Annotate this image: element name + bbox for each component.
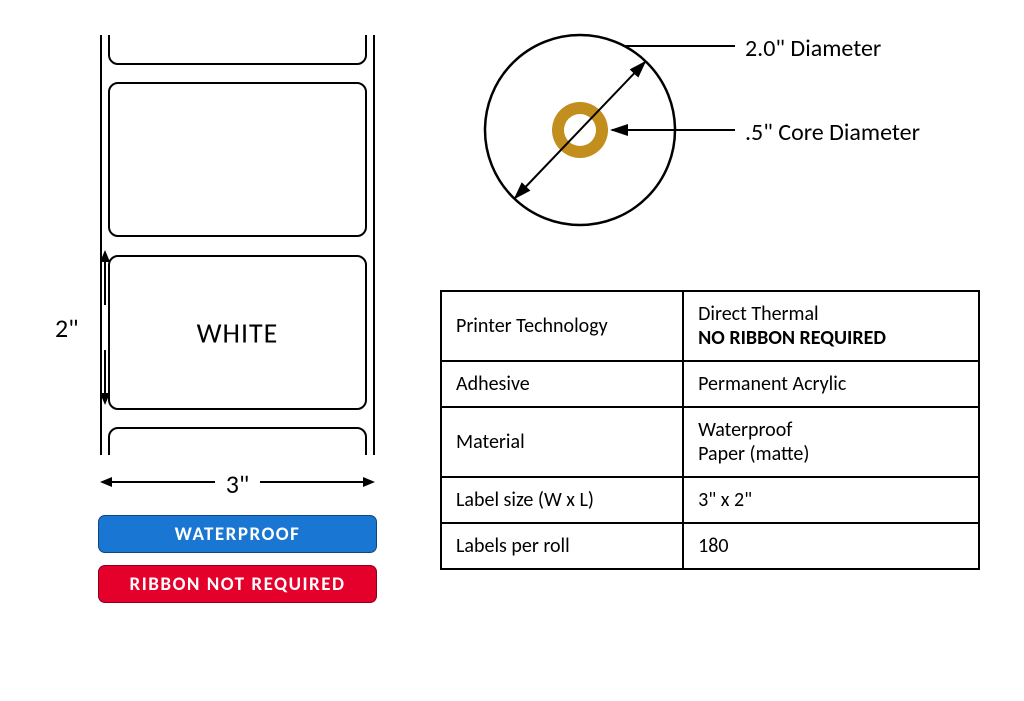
roll-diagram: 2.0" Diameter .5" Core Diameter — [470, 20, 990, 240]
spec-key: Labels per roll — [441, 523, 683, 569]
spec-key: Adhesive — [441, 361, 683, 407]
badge-waterproof: WATERPROOF — [98, 515, 377, 553]
table-row: Material Waterproof Paper (matte) — [441, 407, 979, 477]
spec-val: 180 — [683, 523, 979, 569]
width-value: 3" — [218, 468, 258, 500]
label-rect-middle — [108, 82, 367, 237]
spec-val: Permanent Acrylic — [683, 361, 979, 407]
spec-key: Material — [441, 407, 683, 477]
table-row: Printer Technology Direct Thermal NO RIB… — [441, 291, 979, 361]
badge-ribbon-text: RIBBON NOT REQUIRED — [130, 573, 346, 596]
width-dimension: 3" — [100, 460, 375, 505]
spec-table: Printer Technology Direct Thermal NO RIB… — [440, 290, 980, 570]
height-value: 2" — [55, 312, 79, 344]
spec-val: Direct Thermal NO RIBBON REQUIRED — [683, 291, 979, 361]
core-diameter-label: .5" Core Diameter — [745, 118, 920, 147]
spec-key: Label size (W x L) — [441, 477, 683, 523]
height-dimension: 2" — [60, 260, 145, 395]
table-row: Label size (W x L) 3" x 2" — [441, 477, 979, 523]
height-arrow-icon — [80, 250, 165, 405]
badge-waterproof-text: WATERPROOF — [175, 523, 301, 546]
spec-val: Waterproof Paper (matte) — [683, 407, 979, 477]
spec-val: 3" x 2" — [683, 477, 979, 523]
strip-edge-right — [373, 35, 375, 455]
table-row: Labels per roll 180 — [441, 523, 979, 569]
table-row: Adhesive Permanent Acrylic — [441, 361, 979, 407]
spec-key: Printer Technology — [441, 291, 683, 361]
badge-ribbon-not-required: RIBBON NOT REQUIRED — [98, 565, 377, 603]
outer-diameter-label: 2.0" Diameter — [745, 34, 881, 63]
